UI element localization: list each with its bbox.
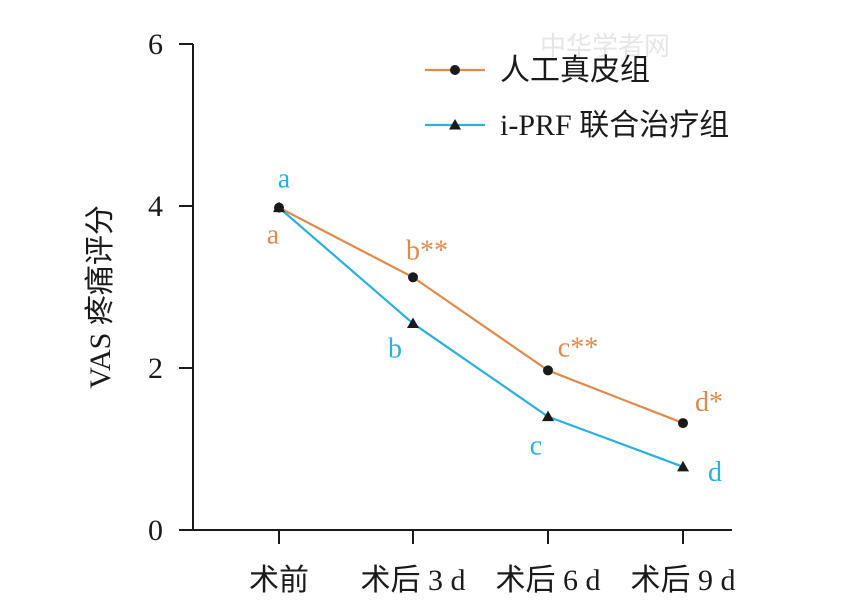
data-point <box>678 418 688 429</box>
data-point <box>273 201 285 213</box>
y-tick-label: 0 <box>148 514 163 547</box>
legend-marker <box>450 65 460 75</box>
x-tick-label: 术前 <box>249 564 309 597</box>
watermark: 中华学者网 <box>540 32 670 62</box>
point-label: b** <box>406 235 448 266</box>
legend-label: i-PRF 联合治疗组 <box>500 109 729 142</box>
point-label: b <box>388 333 402 364</box>
series-line <box>278 206 684 468</box>
watermark-text: 中华学者网 <box>540 32 670 62</box>
legend: 人工真皮组 i-PRF 联合治疗组 <box>425 54 729 142</box>
y-axis-title: VAS 疼痛评分 <box>84 205 117 389</box>
data-point <box>407 317 419 328</box>
y-tick-label: 6 <box>148 28 163 61</box>
point-label: c** <box>558 332 598 363</box>
data-point <box>542 410 554 422</box>
x-tick-label: 术后 3 d <box>361 564 466 597</box>
point-label: d* <box>695 387 723 418</box>
x-tick-label: 术后 6 d <box>496 564 601 597</box>
legend-marker <box>449 119 461 130</box>
data-point <box>543 365 553 376</box>
point-label: a <box>267 220 280 251</box>
point-label: a <box>278 164 291 195</box>
axes: 0 2 4 6 术前 术后 3 d 术后 6 d 术后 9 d VAS 疼痛评分 <box>84 28 736 597</box>
data-point <box>677 460 689 472</box>
point-label: c <box>530 431 542 462</box>
point-label: d <box>708 457 722 488</box>
data-point <box>408 272 418 283</box>
x-tick-label: 术后 9 d <box>631 564 736 597</box>
y-tick-label: 2 <box>148 352 163 385</box>
series-layer <box>273 201 689 472</box>
legend-label: 人工真皮组 <box>500 54 650 87</box>
point-labels: a b** c** d* a b c d <box>267 164 723 488</box>
y-tick-label: 4 <box>148 190 163 223</box>
series-line <box>278 206 684 425</box>
